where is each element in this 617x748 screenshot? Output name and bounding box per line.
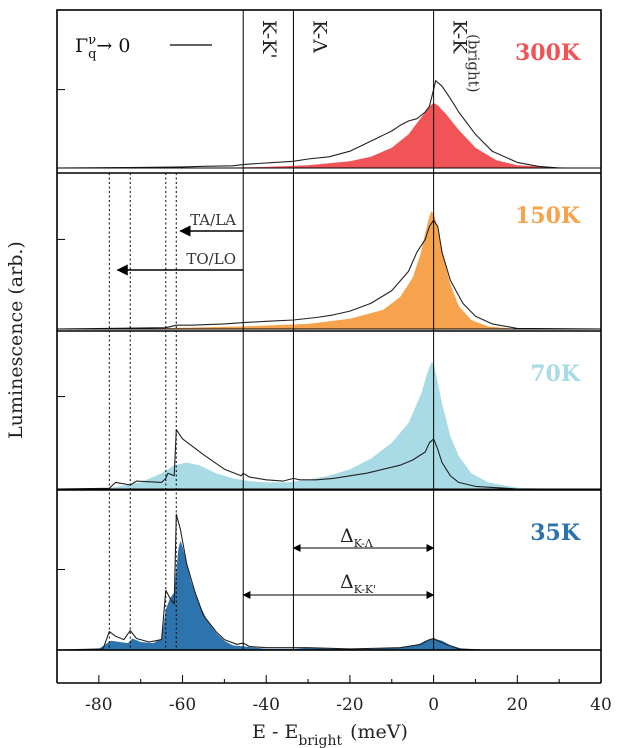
legend-label: Γν q→ 0 [75, 33, 130, 62]
marker-label: K-K' [258, 20, 280, 59]
temperature-label-150K: 150K [515, 203, 581, 229]
marker-label: K-Λ [308, 20, 330, 53]
x-tick-label: 0 [428, 695, 439, 715]
x-tick-label: 20 [506, 695, 528, 715]
ta-la-label: TA/LA [190, 211, 236, 229]
panel-300K-fill [57, 103, 601, 168]
marker-sublabel: (bright) [465, 34, 483, 93]
delta-k-kprime-label: ΔK-K' [340, 571, 376, 596]
x-tick-label: 40 [590, 695, 612, 715]
x-tick-label: -80 [85, 695, 112, 715]
temperature-label-35K: 35K [530, 520, 581, 546]
x-tick-label: -20 [336, 695, 363, 715]
panel-70K-fill [57, 362, 601, 489]
x-axis-label: E - Ebright (meV) [252, 721, 408, 748]
x-tick-label: -60 [169, 695, 196, 715]
y-axis-label: Luminescence (arb.) [5, 241, 27, 439]
to-lo-label: TO/LO [186, 250, 236, 268]
temperature-label-300K: 300K [515, 40, 581, 66]
delta-k-lambda-label: ΔK-Λ [340, 525, 374, 550]
panel-35K-line [56, 513, 601, 651]
panel-150K-line [56, 219, 602, 330]
temperature-label-70K: 70K [530, 361, 581, 387]
panel-35K-fill [57, 540, 601, 650]
x-tick-label: -40 [253, 695, 280, 715]
marker-label: K-K [449, 20, 471, 54]
plot-frame [56, 9, 602, 651]
panel-300K-line [56, 80, 601, 169]
